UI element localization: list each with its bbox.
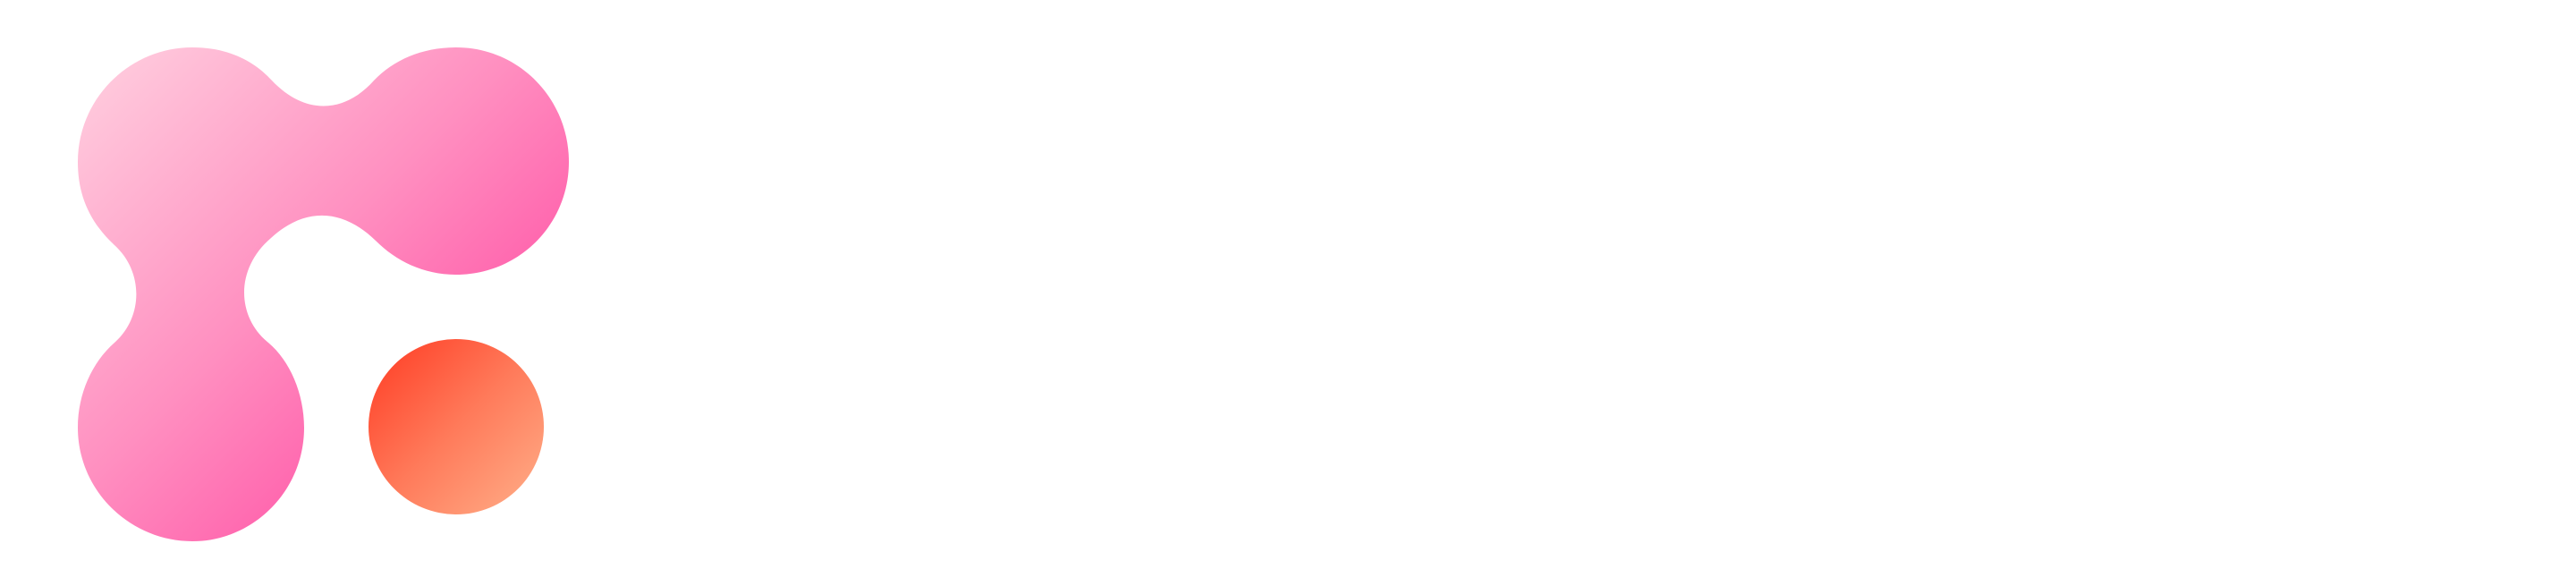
brand-logo-icon (78, 47, 569, 541)
blank-area (626, 0, 2576, 586)
logo-pink-shape (78, 47, 569, 541)
logo-orange-dot (369, 339, 544, 514)
